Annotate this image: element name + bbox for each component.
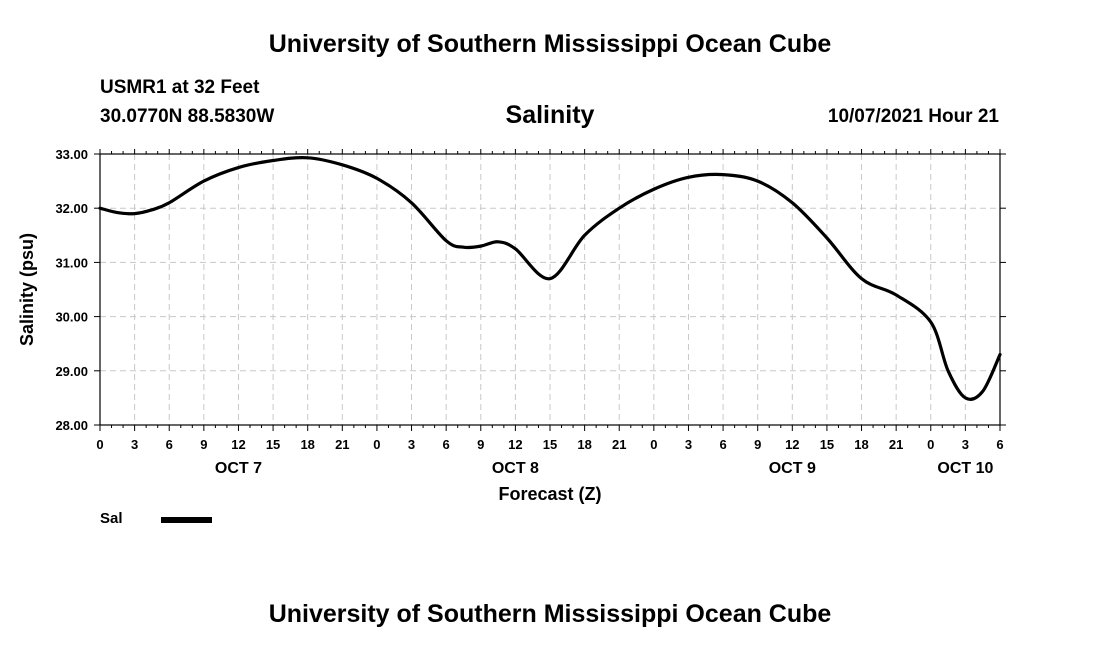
x-tick-label: 3 — [131, 437, 138, 452]
x-tick-label: 0 — [373, 437, 380, 452]
x-tick-label: 18 — [300, 437, 314, 452]
x-tick-label: 9 — [477, 437, 484, 452]
day-label: OCT 8 — [492, 460, 539, 477]
x-tick-label: 12 — [785, 437, 799, 452]
x-tick-label: 6 — [996, 437, 1003, 452]
datetime-label: 10/07/2021 Hour 21 — [827, 106, 999, 127]
y-tick-label: 28.00 — [55, 418, 88, 433]
x-tick-label: 6 — [719, 437, 726, 452]
day-label: OCT 10 — [937, 460, 993, 477]
day-label: OCT 7 — [215, 460, 262, 477]
x-tick-label: 9 — [754, 437, 761, 452]
x-tick-label: 3 — [408, 437, 415, 452]
station-label: USMR1 at 32 Feet — [100, 77, 260, 98]
chart-subtitle: Salinity — [505, 101, 595, 129]
x-tick-label: 6 — [166, 437, 173, 452]
x-tick-label: 9 — [200, 437, 207, 452]
footer-title: University of Southern Mississippi Ocean… — [268, 600, 832, 628]
x-axis-title: Forecast (Z) — [498, 484, 601, 504]
series-line-sal — [98, 156, 1002, 401]
y-tick-label: 32.00 — [55, 201, 88, 216]
chart-main-title: University of Southern Mississippi Ocean… — [268, 30, 832, 58]
x-tick-label: 3 — [962, 437, 969, 452]
coordinates-label: 30.0770N 88.5830W — [100, 106, 275, 127]
x-tick-label: 6 — [443, 437, 450, 452]
x-tick-label: 3 — [685, 437, 692, 452]
x-tick-label: 21 — [889, 437, 903, 452]
x-tick-label: 21 — [335, 437, 349, 452]
x-tick-label: 15 — [543, 437, 557, 452]
legend-line-swatch — [161, 517, 212, 523]
x-tick-label: 0 — [650, 437, 657, 452]
x-tick-label: 0 — [927, 437, 934, 452]
x-tick-label: 15 — [820, 437, 834, 452]
legend-label: Sal — [100, 510, 123, 527]
plot-frame — [99, 153, 1001, 426]
y-tick-label: 31.00 — [55, 255, 88, 270]
day-label: OCT 9 — [769, 460, 816, 477]
y-tick-label: 29.00 — [55, 364, 88, 379]
x-tick-label: 0 — [96, 437, 103, 452]
x-tick-label: 18 — [854, 437, 868, 452]
x-tick-label: 15 — [266, 437, 280, 452]
y-tick-label: 30.00 — [55, 310, 88, 325]
x-tick-label: 12 — [508, 437, 522, 452]
y-axis-title: Salinity (psu) — [17, 233, 37, 346]
x-tick-label: 21 — [612, 437, 626, 452]
y-tick-label: 33.00 — [55, 147, 88, 162]
x-tick-label: 12 — [231, 437, 245, 452]
x-tick-label: 18 — [577, 437, 591, 452]
